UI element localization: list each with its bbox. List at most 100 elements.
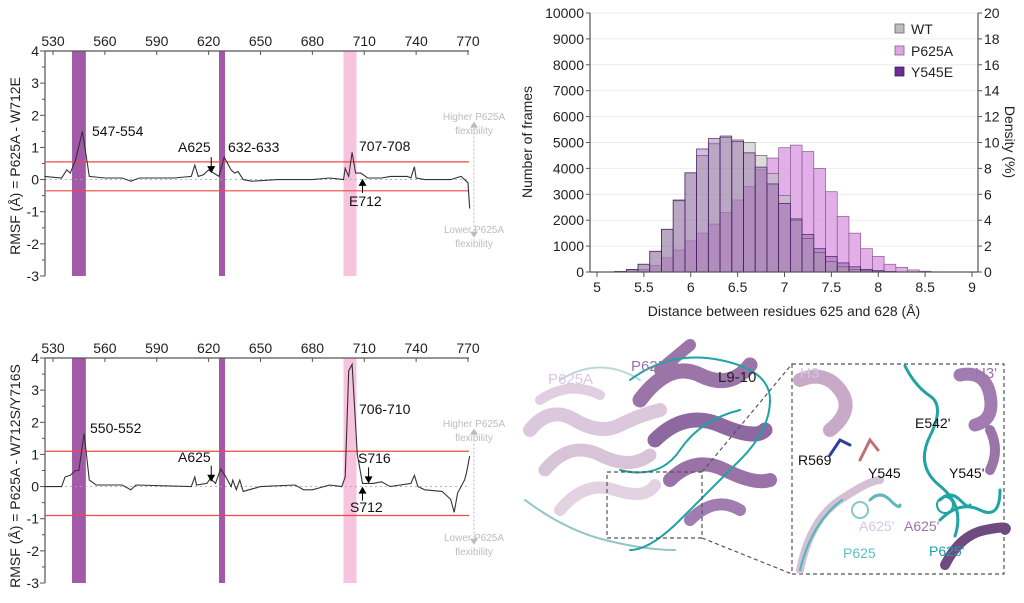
y-tick-label: -3 [27, 575, 40, 591]
x-tick-label: 740 [404, 33, 428, 49]
y-tick-label: 2000 [553, 212, 584, 228]
zoom-region-box [606, 471, 703, 539]
note-higher-flexibility-top-2: flexibility [455, 126, 493, 137]
arrow-down-icon [470, 231, 478, 238]
label-a625-prime-left: A625' [859, 518, 894, 534]
histogram-bar-y545e [696, 148, 709, 273]
rmsf-y-label-top: RMSF (Å) = P625A - W712E [7, 77, 23, 255]
distance-histogram: 0100020003000400050006000700080009000100… [545, 5, 1000, 295]
rmsf-difference-line [44, 131, 471, 209]
y-tick-label: 5000 [553, 135, 584, 151]
histogram-bar-y545e [731, 140, 744, 273]
y-right-tick-label: 6 [984, 186, 992, 202]
y-right-tick-label: 0 [984, 264, 992, 280]
arrow-down-icon [207, 474, 216, 482]
x-tick-label: 770 [456, 340, 480, 356]
arrow-down-icon [207, 166, 216, 174]
y-tick-label: 3000 [553, 186, 584, 202]
y-tick-label: 3 [31, 75, 39, 91]
x-tick-label: 590 [145, 340, 169, 356]
annotation-a625: A625 [178, 449, 211, 465]
y-right-tick-label: 4 [984, 212, 992, 228]
x-tick-label: 5.5 [634, 279, 654, 295]
x-tick-label: 590 [145, 33, 169, 49]
histogram-bar-p625a [860, 248, 873, 273]
binding-site-inset [791, 363, 1011, 575]
x-tick-label: 5 [593, 279, 601, 295]
note-higher-flexibility-bottom-2: flexibility [455, 433, 493, 444]
histogram-bar-y545e [790, 218, 803, 273]
label-p625a: P625A [548, 371, 593, 388]
legend-label-wt: WT [911, 21, 933, 37]
y-tick-label: 4000 [553, 160, 584, 176]
label-h3-prime: H3' [975, 365, 997, 382]
x-tick-label: 560 [93, 340, 117, 356]
histogram-bar-y545e [825, 256, 838, 273]
note-higher-flexibility-bottom: Higher P625A [443, 419, 506, 430]
x-tick-label: 770 [456, 33, 480, 49]
histogram-bar-p625a [883, 263, 897, 273]
x-tick-label: 530 [41, 33, 65, 49]
x-tick-label: 8 [874, 279, 882, 295]
label-p625-prime: P625' [929, 543, 964, 559]
x-tick-label: 6 [687, 279, 695, 295]
y-tick-label: 8000 [553, 57, 584, 73]
annotation-peak-550-552: 550-552 [90, 420, 142, 436]
y-tick-label: 2 [31, 414, 39, 430]
histogram-bar-y545e [813, 248, 826, 273]
y-tick-label: 0 [31, 172, 39, 188]
rmsf-difference-line [44, 362, 471, 513]
arrow-down-icon [470, 538, 478, 545]
x-tick-label: 9 [968, 279, 976, 295]
note-lower-flexibility-bottom-2: flexibility [455, 547, 493, 558]
arrow-up-icon [358, 178, 367, 186]
legend-swatch-wt [894, 23, 905, 34]
x-tick-label: 560 [93, 33, 117, 49]
x-tick-label: 650 [249, 33, 273, 49]
annotation-peak-632-633: 632-633 [228, 139, 280, 155]
arrow-up-icon [470, 121, 478, 128]
x-tick-label: 7 [781, 279, 789, 295]
note-lower-flexibility-top-2: flexibility [455, 239, 493, 250]
legend-swatch-y545e [894, 66, 905, 77]
chain-p625a-prime-cartoon [619, 339, 777, 551]
x-tick-label: 710 [353, 33, 377, 49]
y-tick-label: 9000 [553, 31, 584, 47]
y-right-tick-label: 12 [984, 109, 1000, 125]
x-tick-label: 650 [249, 340, 273, 356]
y-right-tick-label: 20 [984, 5, 1000, 21]
x-tick-label: 680 [301, 340, 325, 356]
y-tick-label: -2 [27, 236, 40, 252]
y-tick-label: 3 [31, 382, 39, 398]
legend-label-y545e: Y545E [911, 64, 953, 80]
y-tick-label: -3 [27, 268, 40, 284]
annotation-e712: E712 [349, 193, 382, 209]
histogram-bar-y545e [766, 183, 779, 273]
protein-structure-overview [523, 339, 793, 575]
histogram-bar-y545e [836, 262, 850, 273]
x-tick-label: 7.5 [822, 279, 842, 295]
label-l9-10: L9-10 [718, 369, 756, 386]
rmsf-panel-w712e: 530 560 590 620 650 680 710 740 770 4 3 2 1 0 -1 -2 -3 [27, 33, 480, 284]
x-tick-label: 6.5 [728, 279, 748, 295]
note-lower-flexibility-top: Lower P625A [444, 225, 504, 236]
histogram-bar-y545e [684, 172, 697, 273]
y-right-tick-label: 16 [984, 57, 1000, 73]
note-lower-flexibility-bottom: Lower P625A [444, 533, 504, 544]
x-tick-label: 620 [197, 340, 221, 356]
y-tick-label: 1000 [553, 238, 584, 254]
label-y545-prime: Y545' [949, 465, 984, 481]
label-e542-prime: E542' [915, 415, 950, 431]
x-tick-label: 680 [301, 33, 325, 49]
rmsf-y-label-bottom: RMSF (Å) = P625A - W712S/Y716S [7, 364, 23, 588]
label-a625-prime-right: A625' [904, 518, 939, 534]
arrow-up-icon [470, 428, 478, 435]
label-y545: Y545 [868, 465, 901, 481]
histogram-bar-p625a [895, 266, 908, 273]
histogram-x-label: Distance between residues 625 and 628 (Å… [648, 303, 920, 319]
y-right-tick-label: 14 [984, 83, 1000, 99]
note-higher-flexibility-top: Higher P625A [443, 112, 506, 123]
legend-label-p625a: P625A [911, 43, 954, 59]
y-right-tick-label: 10 [984, 135, 1000, 151]
